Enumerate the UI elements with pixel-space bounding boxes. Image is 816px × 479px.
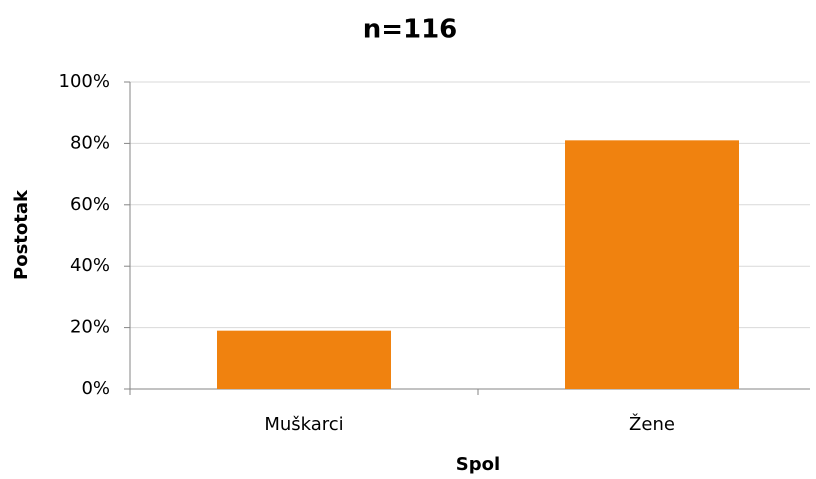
- bar: [565, 140, 739, 389]
- y-axis-title: Postotak: [11, 189, 32, 280]
- y-tick-label: 40%: [70, 255, 110, 276]
- y-tick-label: 100%: [59, 71, 110, 92]
- y-tick-label: 0%: [81, 378, 110, 399]
- y-tick-label: 20%: [70, 317, 110, 338]
- x-axis-title: Spol: [456, 454, 500, 475]
- x-tick-label: Žene: [629, 413, 675, 435]
- y-tick-label: 80%: [70, 132, 110, 153]
- x-tick-label: Muškarci: [264, 414, 343, 435]
- y-tick-label: 60%: [70, 194, 110, 215]
- bar: [217, 330, 391, 389]
- chart-title: n=116: [363, 15, 458, 45]
